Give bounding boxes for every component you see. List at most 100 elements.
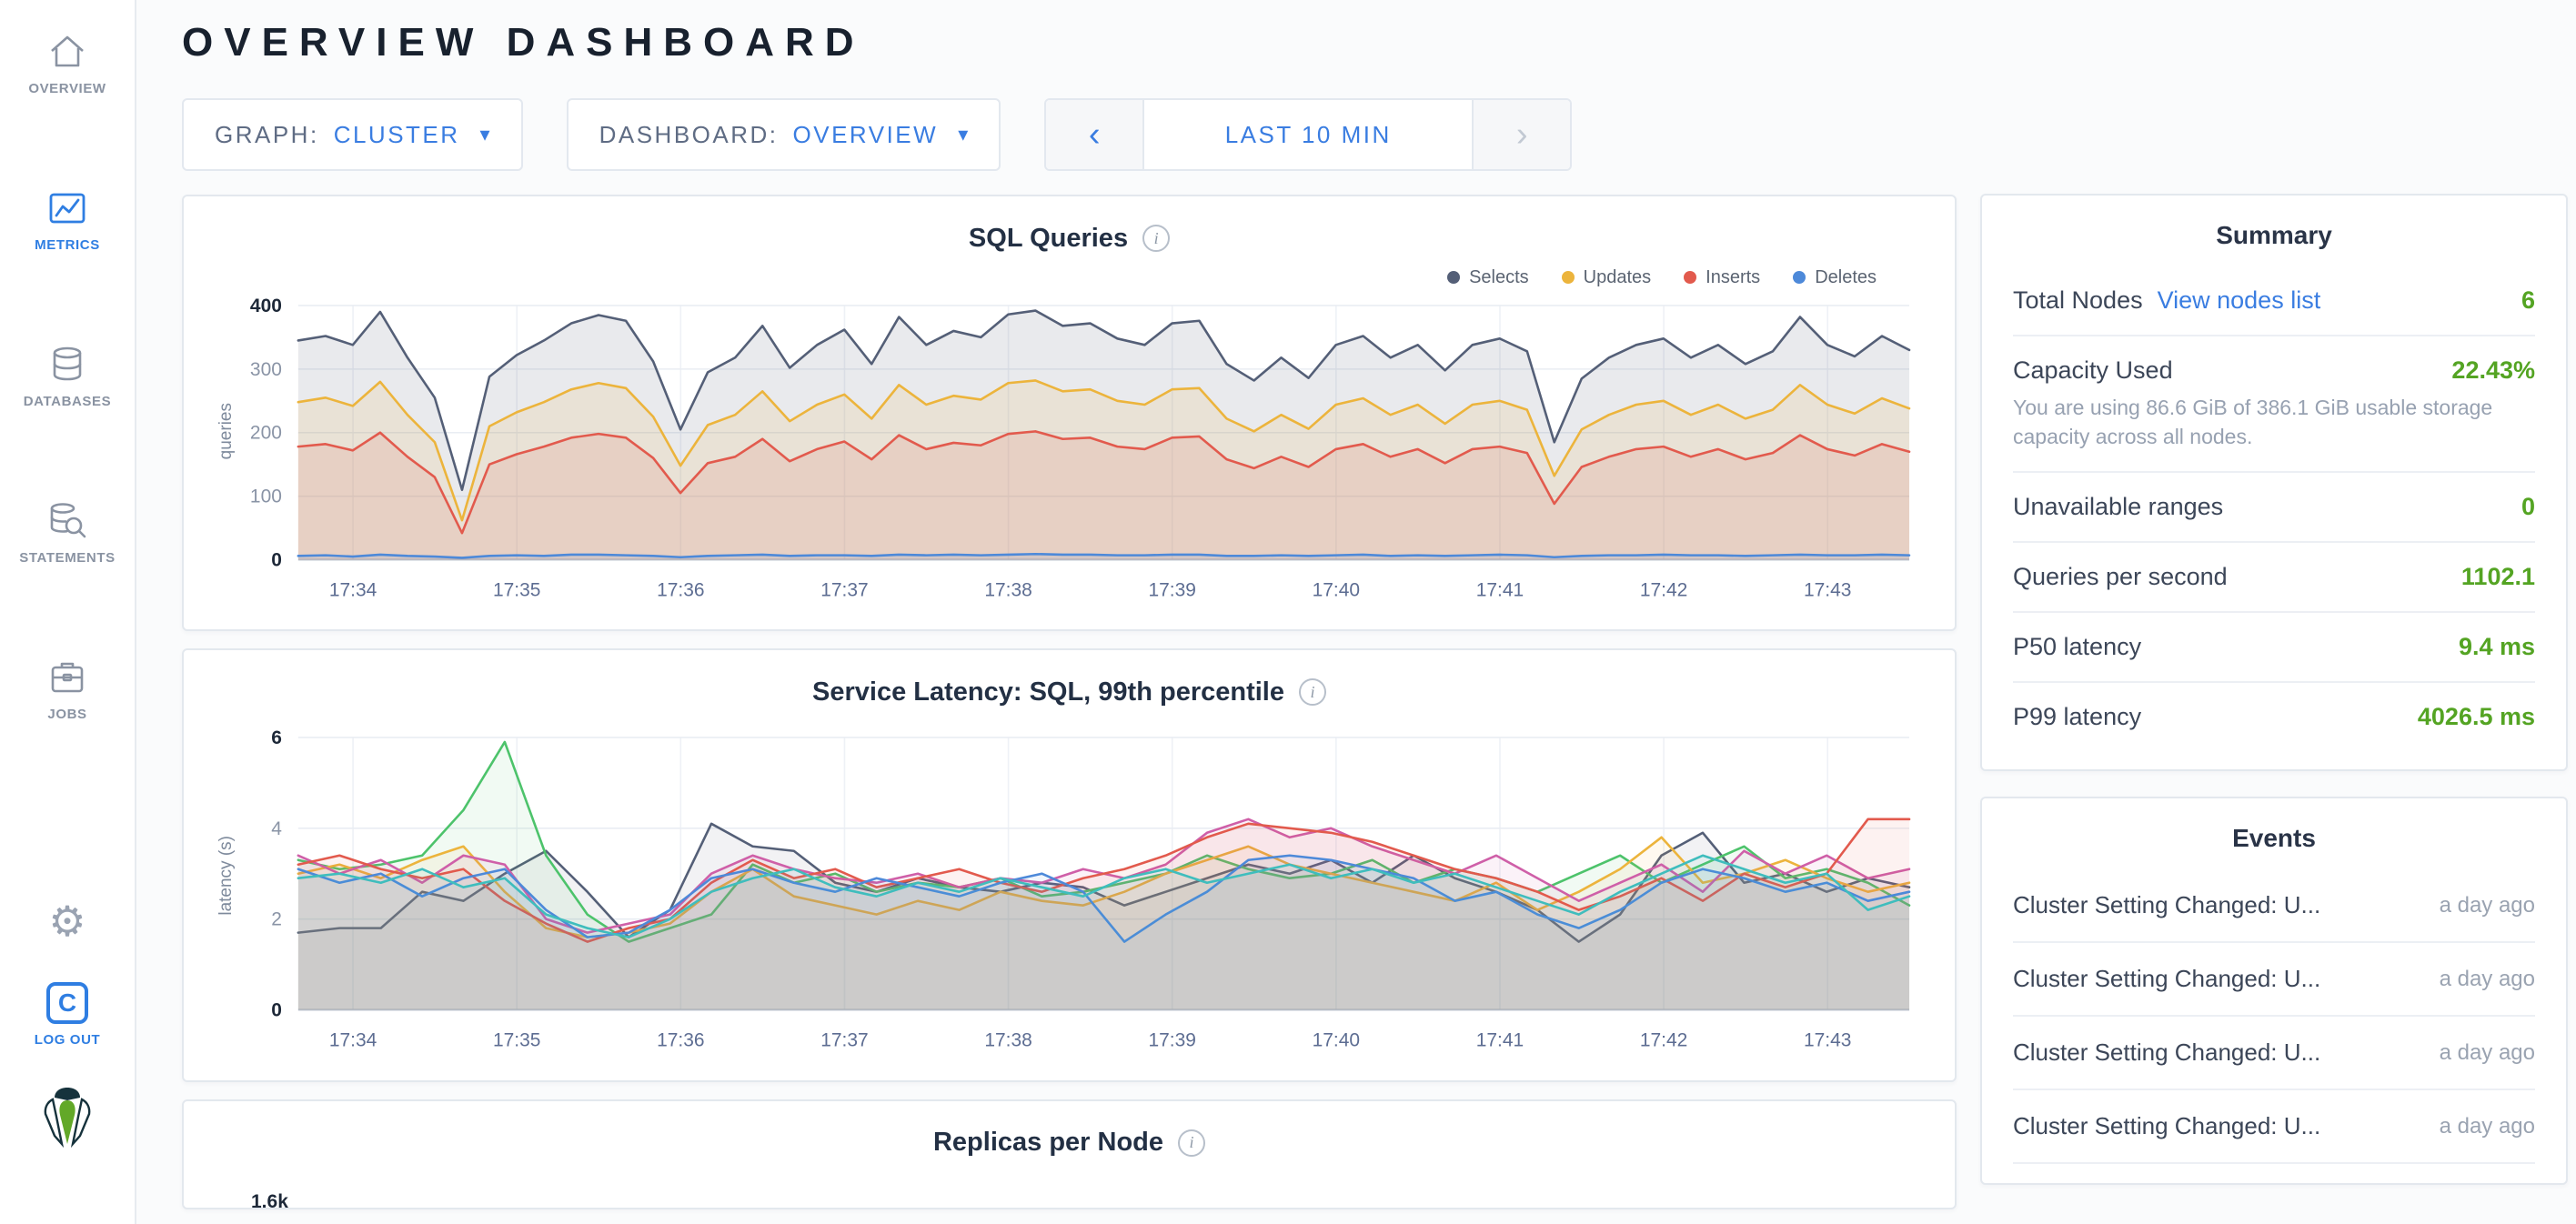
svg-text:17:38: 17:38 — [984, 1030, 1031, 1051]
event-row[interactable]: Cluster Setting Changed: U... a day ago — [2013, 869, 2535, 944]
legend-dot — [1561, 271, 1575, 284]
summary-row-p99: P99 latency 4026.5 ms — [2013, 703, 2535, 731]
svg-text:17:40: 17:40 — [1313, 579, 1360, 600]
home-icon — [46, 31, 88, 73]
sidebar-item-metrics[interactable]: METRICS — [35, 187, 100, 253]
events-title: Events — [2232, 824, 2316, 853]
svg-text:6: 6 — [271, 727, 282, 748]
legend-item[interactable]: Deletes — [1793, 267, 1877, 288]
svg-text:17:37: 17:37 — [820, 579, 868, 600]
databases-icon — [46, 344, 88, 386]
svg-text:17:34: 17:34 — [329, 579, 377, 600]
time-range-value[interactable]: LAST 10 MIN — [1224, 120, 1392, 148]
graph-dropdown[interactable]: GRAPH: CLUSTER ▾ — [182, 98, 523, 171]
capacity-caption: You are using 86.6 GiB of 386.1 GiB usab… — [2013, 396, 2493, 448]
sidebar-item-jobs[interactable]: JOBS — [46, 657, 88, 722]
sidebar-item-label: METRICS — [35, 237, 100, 253]
info-icon[interactable]: i — [1142, 225, 1171, 252]
sidebar-item-label: OVERVIEW — [28, 81, 106, 96]
summary-panel: Summary Total Nodes View nodes list 6 Ca… — [1980, 194, 2568, 772]
svg-text:17:36: 17:36 — [657, 1030, 704, 1051]
unavailable-ranges-value: 0 — [2521, 493, 2535, 521]
view-nodes-link[interactable]: View nodes list — [2157, 286, 2321, 314]
y-axis-label: queries — [216, 403, 236, 460]
legend-dot — [1793, 271, 1806, 284]
sidebar: OVERVIEW METRICS DATABASES — [0, 0, 136, 1224]
replicas-per-node-chart-card: Replicas per Node i 1.6k — [182, 1099, 1957, 1209]
metrics-icon — [46, 187, 88, 229]
service-latency-plot: 17:34 17:35 17:36 17:37 17:38 17:39 17:40 17:41… — [271, 727, 1911, 1051]
page-title: OVERVIEW DASHBOARD — [182, 20, 865, 65]
main-content: OVERVIEW DASHBOARD GRAPH: CLUSTER ▾ DASH… — [182, 0, 1957, 1209]
dashboard-dropdown[interactable]: DASHBOARD: OVERVIEW ▾ — [566, 98, 1001, 171]
svg-text:300: 300 — [250, 359, 282, 380]
y-axis-label: latency (s) — [216, 835, 236, 916]
svg-text:17:34: 17:34 — [329, 1030, 377, 1051]
svg-text:400: 400 — [250, 296, 282, 316]
chart-title: Service Latency: SQL, 99th percentile — [812, 677, 1284, 707]
dashboard-dropdown-label: DASHBOARD: — [599, 120, 779, 148]
sidebar-item-statements[interactable]: STATEMENTS — [19, 500, 115, 566]
logout-button[interactable]: C LOG OUT — [35, 982, 101, 1048]
summary-title: Summary — [2216, 221, 2332, 249]
time-prev-button[interactable]: ‹ — [1046, 100, 1145, 169]
sidebar-item-overview[interactable]: OVERVIEW — [28, 31, 106, 96]
chevron-down-icon: ▾ — [958, 123, 969, 145]
graph-dropdown-value: CLUSTER — [333, 120, 460, 148]
capacity-used-value: 22.43% — [2451, 356, 2535, 384]
summary-row-qps: Queries per second 1102.1 — [2013, 543, 2535, 614]
legend-label: Updates — [1583, 266, 1652, 287]
svg-text:17:41: 17:41 — [1476, 1030, 1524, 1051]
legend-item[interactable]: Inserts — [1684, 267, 1760, 288]
event-row[interactable]: Cluster Setting Changed: U... a day ago — [2013, 1017, 2535, 1091]
chevron-down-icon: ▾ — [479, 123, 490, 145]
p50-latency-value: 9.4 ms — [2458, 633, 2535, 661]
svg-text:0: 0 — [271, 1000, 282, 1021]
svg-text:17:42: 17:42 — [1640, 579, 1687, 600]
svg-text:17:35: 17:35 — [493, 579, 540, 600]
sidebar-item-label: JOBS — [47, 707, 87, 722]
svg-text:200: 200 — [250, 423, 282, 444]
event-row[interactable]: Cluster Setting Changed: U... a day ago — [2013, 943, 2535, 1018]
svg-text:17:38: 17:38 — [984, 579, 1031, 600]
legend-label: Deletes — [1815, 266, 1877, 287]
jobs-icon — [46, 657, 88, 698]
chart-legend: Selects Updates Inserts Deletes — [211, 262, 1927, 293]
legend-item[interactable]: Updates — [1561, 266, 1652, 288]
cockroachdb-logo — [41, 1084, 94, 1154]
graph-dropdown-label: GRAPH: — [215, 120, 319, 148]
dashboard-dropdown-value: OVERVIEW — [792, 120, 939, 148]
legend-dot — [1684, 271, 1697, 284]
legend-label: Inserts — [1706, 266, 1761, 287]
svg-text:17:43: 17:43 — [1804, 579, 1851, 600]
y-tick-label: 1.6k — [251, 1190, 288, 1209]
info-icon[interactable]: i — [1178, 1129, 1206, 1157]
event-row[interactable]: Cluster Setting Changed: U... a day ago — [2013, 1164, 2535, 1183]
svg-text:17:40: 17:40 — [1313, 1030, 1360, 1051]
sql-queries-plot: 17:34 17:35 17:36 17:37 17:38 17:39 17:40 17:41… — [250, 296, 1911, 600]
summary-row-p50: P50 latency 9.4 ms — [2013, 613, 2535, 684]
svg-text:2: 2 — [271, 909, 282, 930]
chart-title: SQL Queries — [968, 223, 1129, 253]
svg-text:17:43: 17:43 — [1804, 1030, 1851, 1051]
qps-value: 1102.1 — [2460, 563, 2535, 591]
time-next-button[interactable]: › — [1472, 100, 1571, 169]
info-icon[interactable]: i — [1298, 678, 1326, 707]
svg-text:17:39: 17:39 — [1148, 1030, 1195, 1051]
chart-title: Replicas per Node — [932, 1128, 1164, 1158]
summary-row-unavailable-ranges: Unavailable ranges 0 — [2013, 473, 2535, 544]
total-nodes-value: 6 — [2521, 286, 2535, 314]
sidebar-item-databases[interactable]: DATABASES — [24, 344, 112, 409]
svg-text:4: 4 — [271, 818, 282, 839]
right-column: Summary Total Nodes View nodes list 6 Ca… — [1980, 194, 2568, 1186]
svg-text:17:42: 17:42 — [1640, 1030, 1687, 1051]
legend-item[interactable]: Selects — [1447, 267, 1529, 288]
logout-label: LOG OUT — [34, 1032, 101, 1048]
events-panel: Events Cluster Setting Changed: U... a d… — [1980, 797, 2568, 1186]
svg-text:100: 100 — [250, 487, 282, 507]
event-row[interactable]: Cluster Setting Changed: U... a day ago — [2013, 1090, 2535, 1165]
logout-icon: C — [46, 982, 88, 1024]
gear-icon[interactable]: ⚙ — [48, 898, 86, 945]
statements-icon — [46, 500, 88, 542]
